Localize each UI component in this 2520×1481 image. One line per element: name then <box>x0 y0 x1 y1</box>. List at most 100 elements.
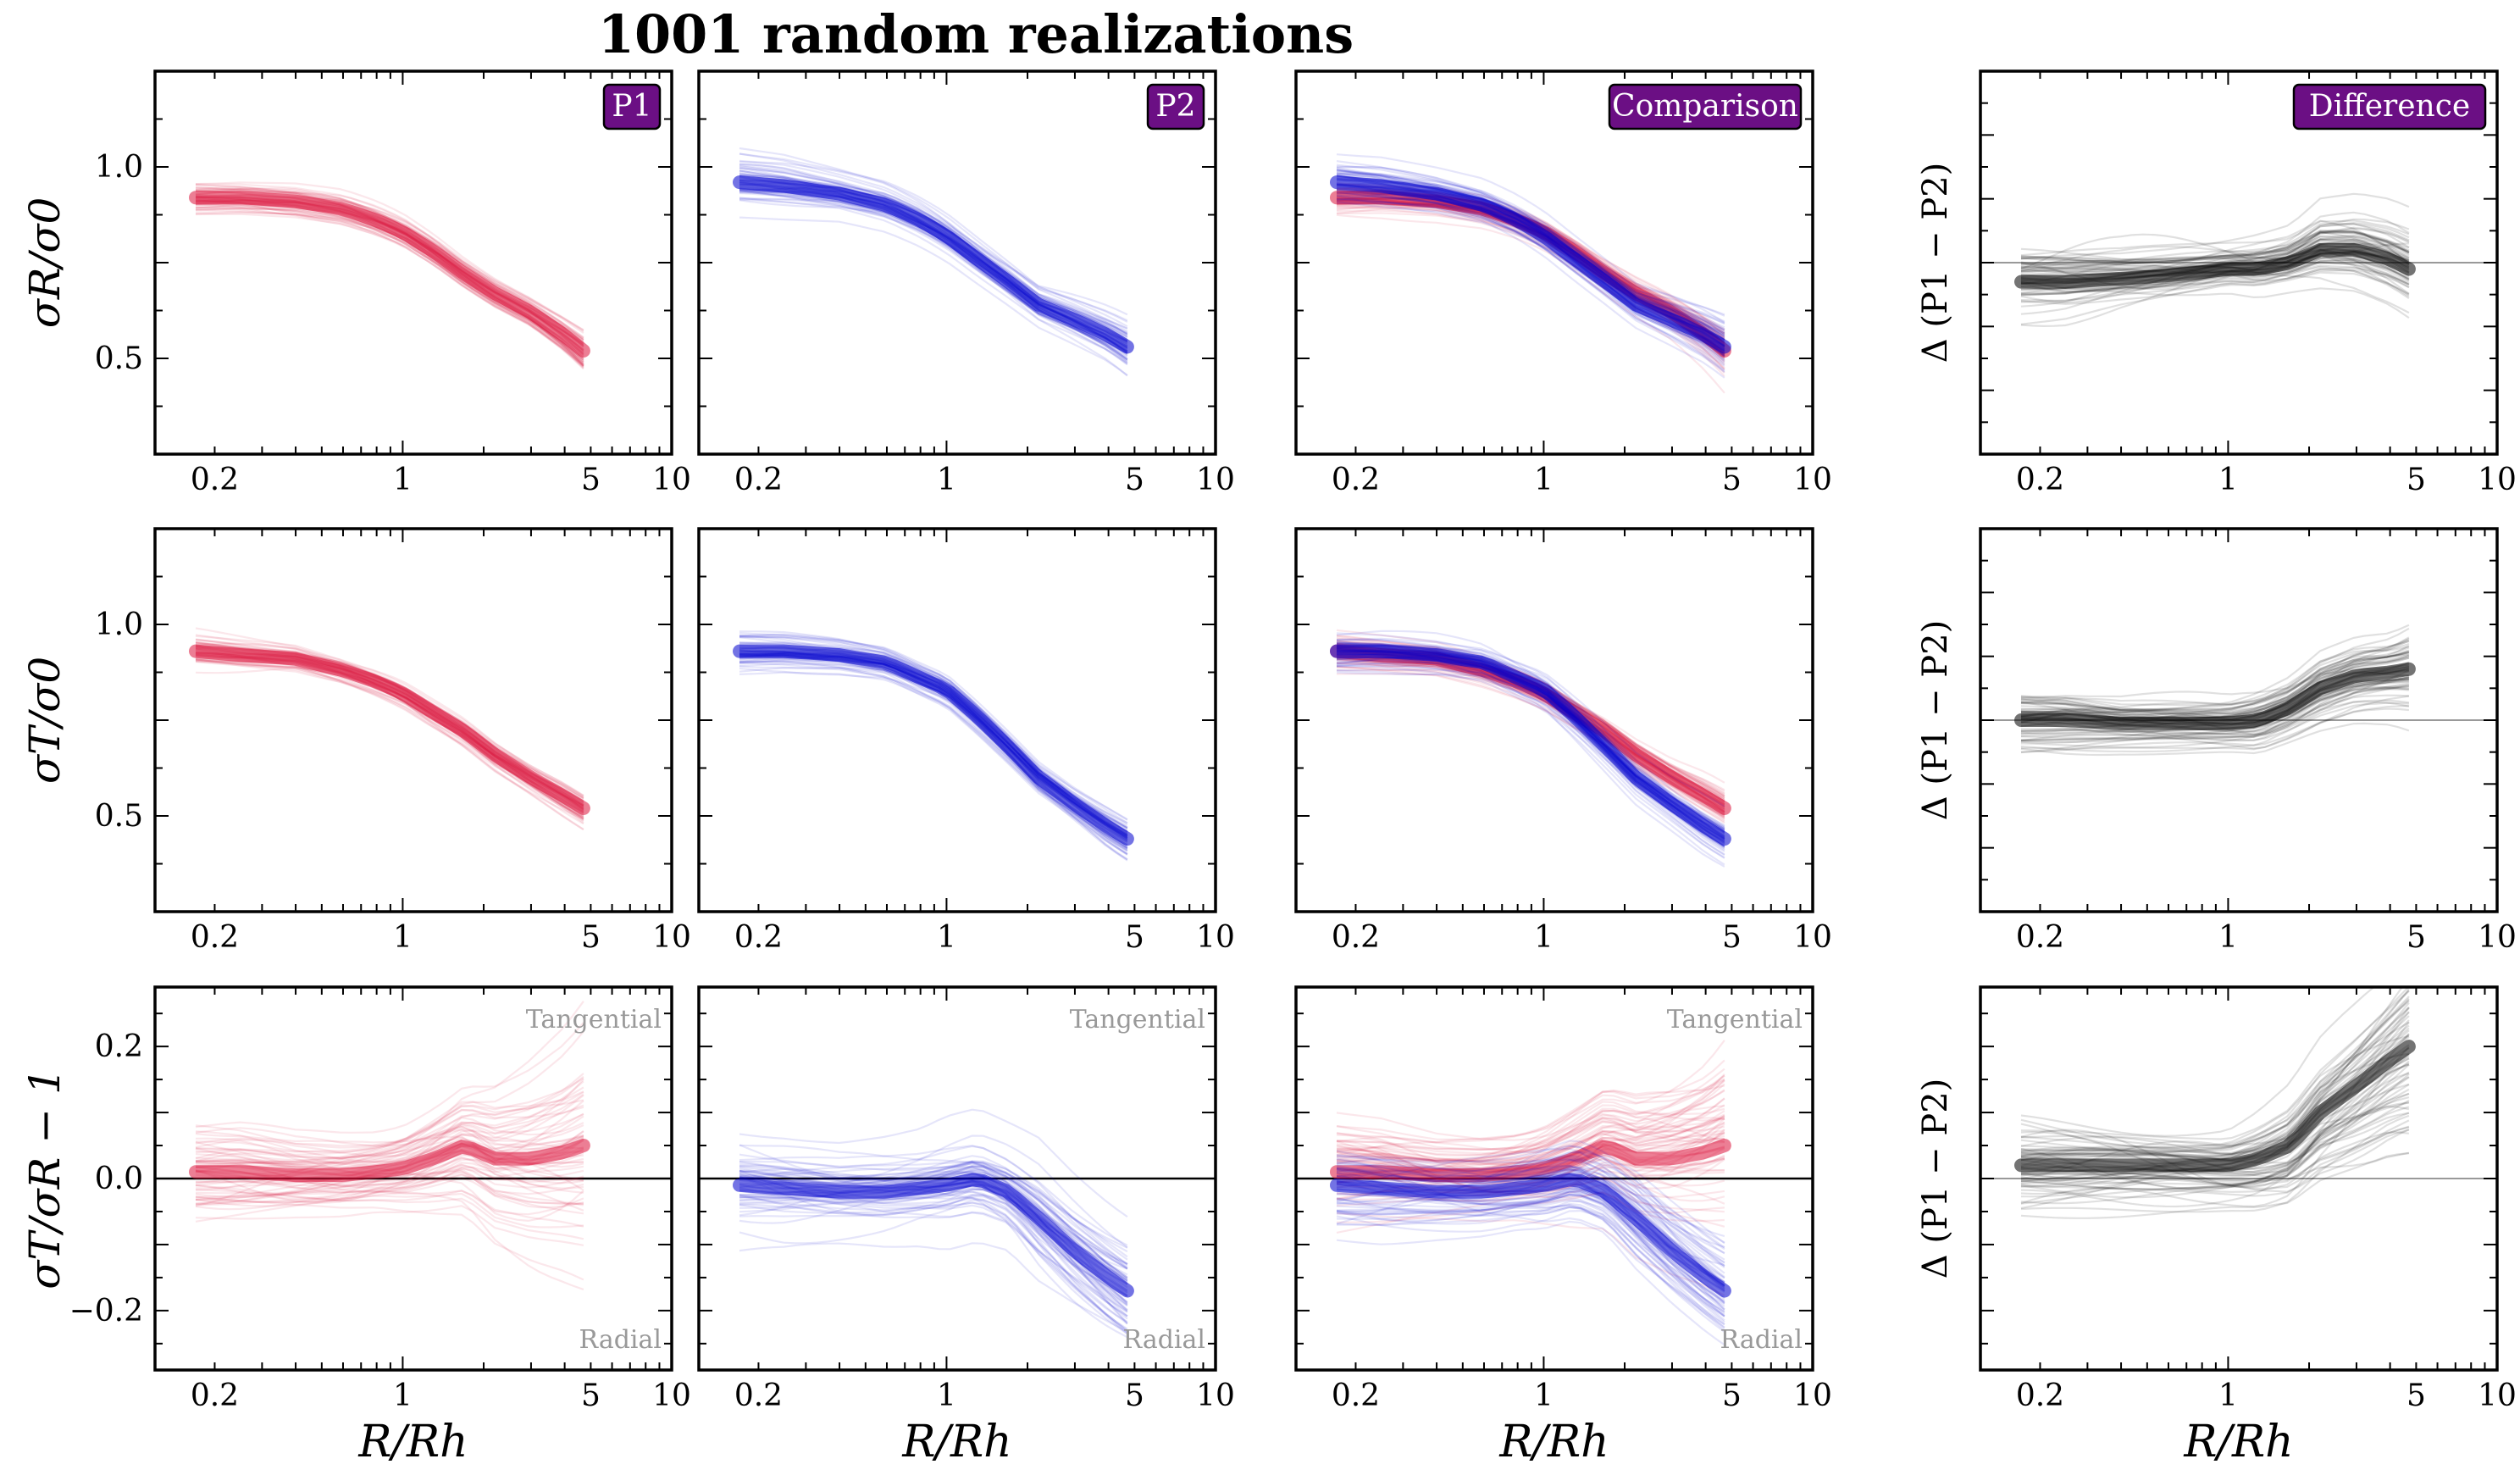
realization-line <box>1336 1220 1725 1346</box>
realization-line <box>2020 1112 2410 1164</box>
realization-line <box>739 1165 1128 1266</box>
realization-line <box>1336 200 1725 356</box>
x-tick-label: 0.2 <box>2016 463 2064 497</box>
plot-area <box>733 630 1134 862</box>
realization-line <box>739 1170 1128 1317</box>
realization-line <box>739 1199 1128 1335</box>
realization-line <box>739 1160 1128 1270</box>
realization-line <box>195 1093 584 1168</box>
realization-line <box>2020 192 2410 260</box>
realization-line <box>1336 1168 1725 1313</box>
realization-line <box>739 160 1128 322</box>
realization-line <box>739 1169 1128 1279</box>
realization-line <box>2020 988 2410 1156</box>
realization-line <box>1336 1206 1725 1317</box>
x-axis-label: R/Rh <box>2183 1417 2293 1467</box>
realization-line <box>739 657 1128 856</box>
series-P2 <box>1330 153 1731 379</box>
realization-line <box>2020 1053 2410 1205</box>
realization-line <box>2020 1072 2410 1208</box>
realization-line <box>195 181 584 331</box>
realization-line <box>2020 1046 2410 1208</box>
y-axis-label: σT/σ0 <box>20 657 69 784</box>
realization-line <box>195 1184 584 1228</box>
y-axis-label-diff: Δ (P1 − P2) <box>1916 1079 1955 1279</box>
x-tick-label: 1 <box>1534 463 1554 497</box>
x-tick-label: 10 <box>2478 1378 2517 1413</box>
realization-line <box>195 1133 584 1184</box>
realization-line <box>2020 268 2410 305</box>
realization-line <box>1336 669 1725 859</box>
x-tick-label: 5 <box>1722 463 1742 497</box>
realization-line <box>195 1148 584 1190</box>
series-Δ <box>2014 624 2416 757</box>
x-tick-label: 1 <box>937 463 956 497</box>
x-tick-label: 1 <box>2218 463 2238 497</box>
panel-row3-P2: 0.2 1 5 10 R/Rh Tangential Radial <box>697 985 1235 1467</box>
realization-line <box>739 1190 1128 1298</box>
realization-line <box>739 1172 1128 1269</box>
y-tick-label: 1.0 <box>95 150 143 185</box>
axes-frame <box>697 69 1217 456</box>
realization-line <box>1336 1084 1725 1157</box>
realization-line <box>2020 230 2410 274</box>
realization-line <box>2020 1152 2410 1219</box>
realization-line <box>2020 1052 2410 1146</box>
realization-line <box>1336 1140 1725 1264</box>
realization-line <box>739 164 1128 340</box>
realization-line <box>1336 1195 1725 1301</box>
realization-line <box>2020 1114 2410 1213</box>
realization-line <box>739 197 1128 355</box>
x-tick-label: 10 <box>652 463 691 497</box>
realization-line <box>195 1080 584 1147</box>
realization-line <box>1336 1194 1725 1303</box>
realization-line <box>195 1173 584 1215</box>
x-tick-label: 10 <box>2478 920 2517 955</box>
realization-line <box>739 1184 1128 1270</box>
realization-line <box>1336 1197 1725 1317</box>
axes-frame <box>697 527 1217 913</box>
realization-line <box>739 180 1128 377</box>
y-axis-label-diff: Δ (P1 − P2) <box>1916 163 1955 363</box>
plot-area <box>1980 192 2497 328</box>
realization-line <box>1336 1209 1725 1329</box>
realization-line <box>739 153 1128 328</box>
realization-line <box>1336 641 1725 831</box>
realization-line <box>195 1164 584 1188</box>
panel-grid: 0.2 1 5 10 0.5 1.0 σR/σ0 P1 0.2 1 5 10 P2 0.2 1 5 10 Comp… <box>20 69 2517 1467</box>
realization-line <box>2020 642 2410 707</box>
realization-line <box>1336 1151 1725 1245</box>
realization-line <box>2020 1034 2410 1149</box>
realization-line <box>2020 685 2410 741</box>
badge-label: P1 <box>612 89 651 124</box>
realization-line <box>195 207 584 368</box>
realization-line <box>2020 267 2410 297</box>
realization-line <box>1336 169 1725 337</box>
realization-line <box>1336 1201 1725 1333</box>
median-band <box>1330 644 1731 846</box>
realization-line <box>2020 645 2410 723</box>
x-tick-label: 5 <box>1722 1378 1742 1413</box>
realization-line <box>1336 214 1725 394</box>
realization-line <box>195 1079 584 1174</box>
realization-line <box>2020 651 2410 711</box>
realization-line <box>1336 1157 1725 1264</box>
series-Δ <box>2014 987 2416 1219</box>
x-tick-label: 5 <box>581 463 601 497</box>
realization-line <box>2020 657 2410 713</box>
realization-line <box>739 641 1128 830</box>
realization-line <box>2020 662 2410 698</box>
axes-frame <box>153 69 673 456</box>
y-tick-label: 0.5 <box>95 799 143 834</box>
realization-line <box>195 1077 584 1154</box>
realization-line <box>2020 1063 2410 1187</box>
axes-frame <box>153 527 673 913</box>
realization-line <box>1336 637 1725 807</box>
x-tick-label: 0.2 <box>1332 1378 1380 1413</box>
realization-line <box>2020 685 2409 735</box>
badge-comparison: Comparison <box>1608 83 1803 130</box>
realization-line <box>1336 1079 1725 1144</box>
realization-line <box>2020 238 2410 269</box>
realization-line <box>1336 1090 1725 1151</box>
realization-line <box>739 661 1128 856</box>
